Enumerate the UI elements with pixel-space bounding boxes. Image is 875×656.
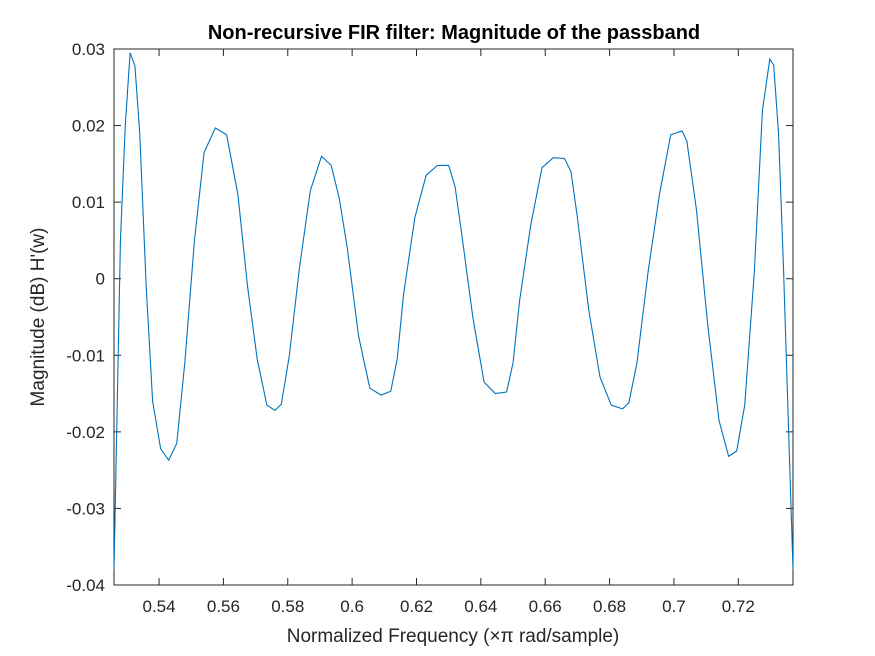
y-tick-label: -0.02	[66, 423, 105, 442]
y-tick-label: 0	[96, 270, 105, 289]
y-tick-label: -0.04	[66, 576, 105, 595]
x-tick-label: 0.72	[722, 597, 755, 616]
y-tick-label: 0.02	[72, 117, 105, 136]
x-axis-ticks: 0.54 0.56 0.58 0.6 0.62 0.64 0.66 0.68 0.7 0.72	[143, 49, 755, 616]
x-tick-label: 0.64	[464, 597, 497, 616]
x-tick-label: 0.62	[400, 597, 433, 616]
series-line-magnitude	[113, 52, 794, 570]
y-tick-label: -0.03	[66, 499, 105, 518]
y-axis-ticks: -0.04 -0.03 -0.02 -0.01 0 0.01 0.02 0.03	[66, 40, 793, 595]
x-tick-label: 0.6	[340, 597, 364, 616]
y-axis-label: Magnitude (dB) H'(w)	[28, 228, 49, 407]
x-tick-label: 0.54	[143, 597, 176, 616]
chart-title: Non-recursive FIR filter: Magnitude of t…	[208, 22, 700, 44]
y-tick-label: -0.01	[66, 346, 105, 365]
x-tick-label: 0.66	[529, 597, 562, 616]
x-axis-label: Normalized Frequency (×π rad/sample)	[287, 626, 620, 647]
x-tick-label: 0.68	[593, 597, 626, 616]
y-tick-label: 0.01	[72, 193, 105, 212]
y-tick-label: 0.03	[72, 40, 105, 59]
x-tick-label: 0.58	[271, 597, 304, 616]
x-tick-label: 0.7	[662, 597, 686, 616]
x-tick-label: 0.56	[207, 597, 240, 616]
axes-box	[113, 48, 794, 586]
plot-area: 0.54 0.56 0.58 0.6 0.62 0.64 0.66 0.68 0.7 0.72 -…	[66, 40, 794, 616]
